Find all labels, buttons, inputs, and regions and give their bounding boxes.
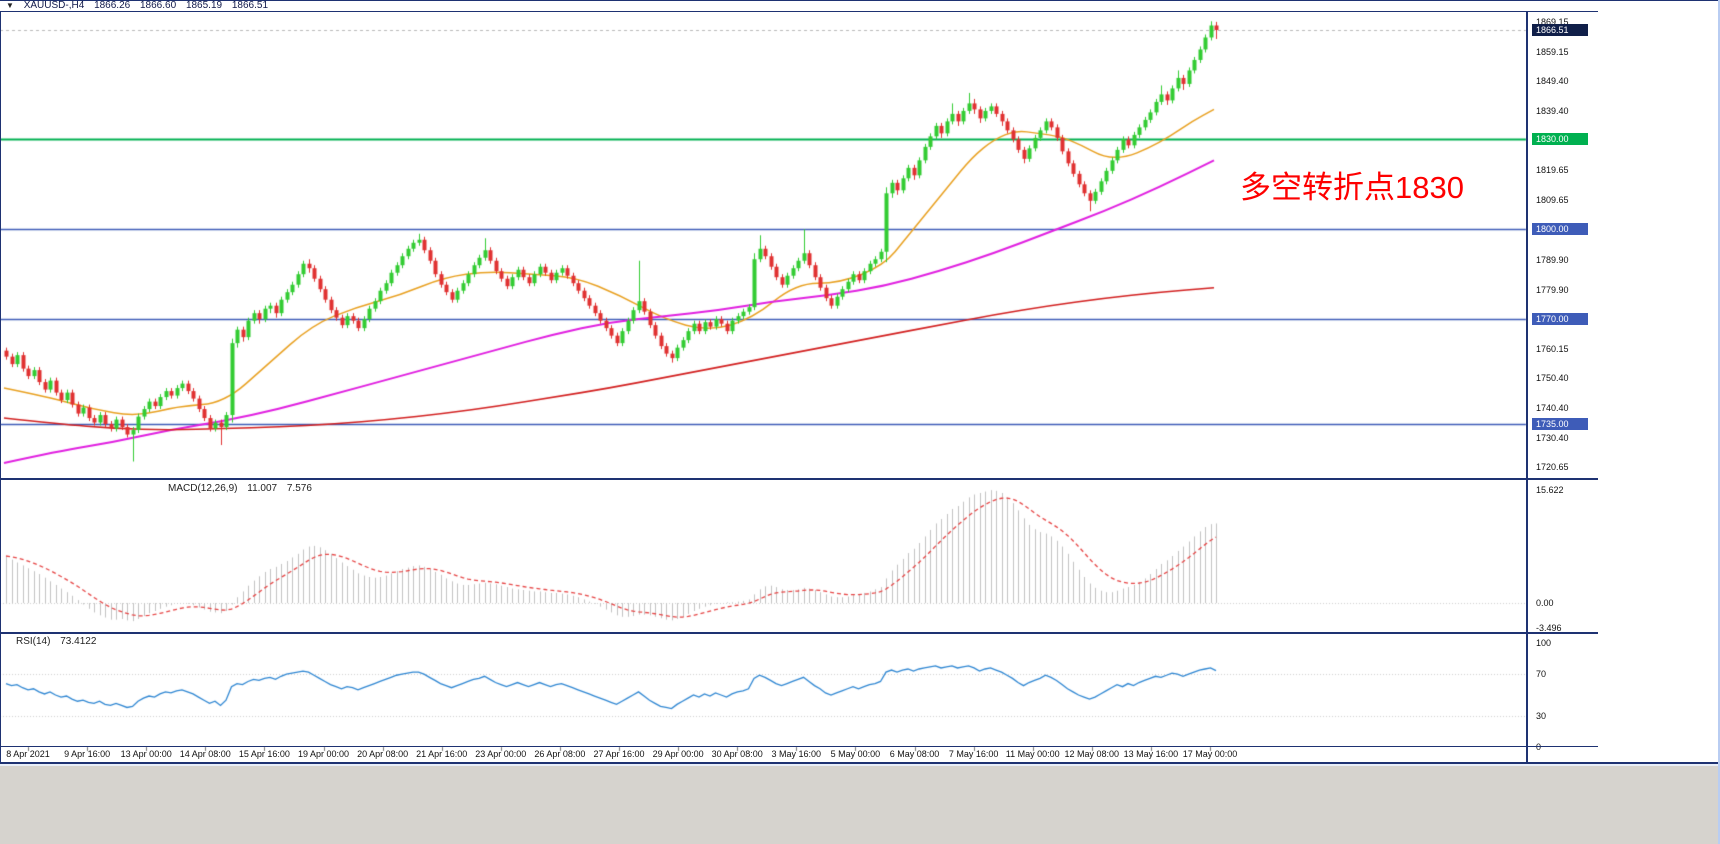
window-bottom-highlight (0, 764, 1720, 766)
price-axis-label: 1869.15 (1536, 17, 1569, 28)
price-level-badge: 1800.00 (1532, 223, 1588, 236)
price-level-badge: 1830.00 (1532, 133, 1588, 146)
macd-scale-label: 0.00 (1536, 598, 1554, 609)
window-right-border (1718, 0, 1720, 844)
time-axis-label: 29 Apr 00:00 (652, 749, 704, 759)
bottom-gray-area (0, 766, 1720, 844)
time-axis-label: 12 May 08:00 (1064, 749, 1120, 759)
time-axis-label: 3 May 16:00 (771, 749, 822, 759)
time-axis-label: 13 May 16:00 (1123, 749, 1179, 759)
trading-chart-canvas[interactable] (0, 0, 1720, 762)
price-axis-label: 1839.40 (1536, 106, 1569, 117)
axis-separator (1526, 11, 1528, 763)
price-axis-label: 1859.15 (1536, 47, 1569, 57)
time-axis-label: 26 Apr 08:00 (534, 749, 586, 759)
macd-name: MACD(12,26,9) (168, 483, 238, 494)
time-axis-label: 14 Apr 08:00 (179, 749, 231, 759)
main-panel-top-border (0, 11, 1598, 12)
macd-scale-label: 15.622 (1536, 484, 1564, 495)
time-axis[interactable]: 8 Apr 2021 9 Apr 16:00 13 Apr 00:00 14 Apr … (0, 748, 1526, 762)
time-axis-label: 5 May 00:00 (830, 749, 881, 759)
price-axis-label: 1760.15 (1536, 343, 1569, 354)
time-axis-label: 6 May 08:00 (889, 749, 940, 759)
annotation-text[interactable]: 多空转折点1830 (1240, 170, 1464, 205)
window-left-border (0, 11, 1, 762)
price-level-badge: 1770.00 (1532, 313, 1588, 326)
time-axis-label: 8 Apr 2021 (6, 749, 50, 759)
price-axis-label: 1849.40 (1536, 76, 1569, 87)
rsi-scale-label: 30 (1536, 710, 1547, 721)
rsi-scale-label: 0 (1536, 742, 1542, 752)
window-bottom-frame (0, 762, 1720, 764)
price-axis-label: 1750.40 (1536, 372, 1569, 383)
time-axis-label: 27 Apr 16:00 (593, 749, 645, 759)
time-axis-label: 23 Apr 00:00 (475, 749, 527, 759)
panel-separator-timeaxis (0, 746, 1598, 747)
time-axis-label: 20 Apr 08:00 (357, 749, 409, 759)
macd-scale-label: -3.496 (1536, 623, 1562, 634)
time-axis-label: 30 Apr 08:00 (711, 749, 763, 759)
price-axis-label: 1730.40 (1536, 432, 1569, 443)
time-axis-label: 21 Apr 16:00 (416, 749, 468, 759)
time-axis-label: 19 Apr 00:00 (297, 749, 350, 759)
price-axis-label: 1789.90 (1536, 254, 1569, 265)
time-axis-label: 15 Apr 16:00 (238, 749, 290, 759)
rsi-value: 73.4122 (60, 636, 97, 647)
price-axis-label: 1720.65 (1536, 462, 1569, 473)
time-axis-label: 13 Apr 00:00 (120, 749, 172, 759)
price-axis-label: 1809.65 (1536, 195, 1569, 206)
price-axis-label: 1819.65 (1536, 165, 1569, 176)
macd-signal-value: 7.576 (286, 483, 312, 494)
price-axis[interactable]: 1869.15 1859.15 1849.40 1839.40 1819.65 1809.… (1530, 0, 1720, 762)
price-axis-label: 1740.40 (1536, 402, 1569, 413)
panel-separator-rsi (0, 632, 1598, 634)
macd-indicator-label: MACD(12,26,9) 11.007 7.576 (168, 483, 312, 494)
macd-main-value: 11.007 (247, 483, 278, 494)
rsi-scale-label: 70 (1536, 669, 1547, 680)
time-axis-label: 7 May 16:00 (948, 749, 999, 759)
current-price-badge: 1866.51 (1532, 23, 1588, 36)
time-axis-label: 9 Apr 16:00 (64, 749, 111, 759)
panel-separator-macd (0, 478, 1598, 480)
time-axis-label: 17 May 00:00 (1182, 749, 1238, 759)
rsi-name: RSI(14) (16, 636, 51, 647)
rsi-scale-label: 100 (1536, 638, 1552, 648)
time-axis-label: 11 May 00:00 (1005, 749, 1060, 759)
rsi-indicator-label: RSI(14) 73.4122 (16, 636, 96, 647)
price-level-badge: 1735.00 (1532, 418, 1588, 431)
price-axis-label: 1779.90 (1536, 284, 1569, 295)
